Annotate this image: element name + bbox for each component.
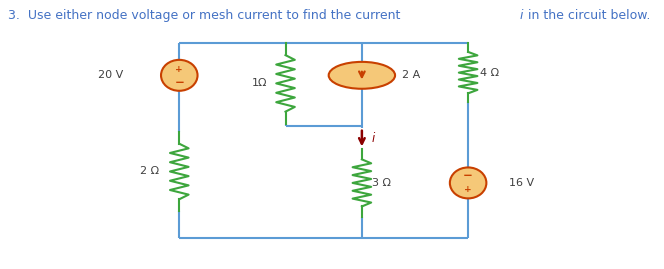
Text: i: i [519, 9, 523, 22]
Ellipse shape [450, 167, 486, 199]
Text: 16 V: 16 V [509, 178, 535, 188]
Text: −: − [175, 76, 184, 89]
Text: +: + [464, 185, 472, 194]
Text: 3.  Use either node voltage or mesh current to find the current: 3. Use either node voltage or mesh curre… [8, 9, 404, 22]
Text: 2 Ω: 2 Ω [140, 167, 159, 176]
Text: i: i [372, 132, 375, 145]
Text: 2 A: 2 A [402, 70, 420, 80]
Circle shape [329, 62, 395, 89]
Text: in the circuit below.: in the circuit below. [524, 9, 650, 22]
Text: 3 Ω: 3 Ω [372, 178, 391, 188]
Text: 4 Ω: 4 Ω [480, 68, 499, 78]
Text: 20 V: 20 V [98, 70, 123, 80]
Text: 1Ω: 1Ω [252, 78, 267, 89]
Text: +: + [175, 65, 183, 74]
Ellipse shape [161, 60, 198, 91]
Text: −: − [463, 169, 473, 182]
